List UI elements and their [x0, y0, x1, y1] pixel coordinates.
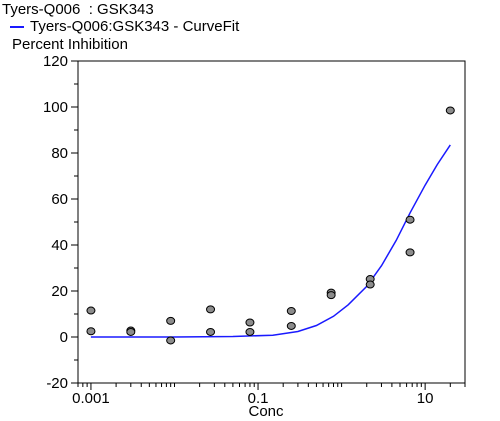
data-point — [245, 318, 255, 327]
data-point — [206, 327, 216, 336]
data-point — [206, 305, 216, 314]
data-point — [286, 321, 296, 330]
data-point — [86, 327, 96, 336]
data-point — [166, 316, 176, 325]
legend: Tyers-Q006:GSK343 - CurveFit — [10, 18, 239, 35]
data-point — [86, 306, 96, 315]
data-point — [405, 215, 415, 224]
data-point — [445, 106, 455, 115]
curve-fit-line — [90, 144, 451, 338]
data-point — [286, 307, 296, 316]
data-point — [365, 280, 375, 289]
y-tick-label: 0 — [60, 329, 68, 346]
y-tick-label: 40 — [51, 237, 68, 254]
chart-title: Tyers-Q006 : GSK343 — [2, 1, 154, 18]
x-tick-label: 10 — [417, 390, 434, 407]
data-point — [245, 327, 255, 336]
y-tick-label: 120 — [43, 53, 68, 70]
x-axis: 0.001 0.1 10 — [72, 383, 466, 407]
data-point — [405, 248, 415, 257]
y-tick-label: 20 — [51, 283, 68, 300]
y-tick-label: 60 — [51, 191, 68, 208]
y-axis-title: Percent Inhibition — [12, 36, 128, 53]
data-point — [166, 336, 176, 345]
x-axis-title: Conc — [248, 403, 284, 420]
data-point — [126, 327, 136, 336]
data-point — [326, 291, 336, 300]
x-tick-label: 0.1 — [248, 390, 269, 407]
legend-label: Tyers-Q006:GSK343 - CurveFit — [30, 18, 240, 35]
x-tick-label: 0.001 — [72, 390, 110, 407]
legend-line-swatch — [10, 25, 24, 28]
y-tick-label: 100 — [43, 99, 68, 116]
y-tick-label: 80 — [51, 145, 68, 162]
y-axis: -20 0 20 40 60 80 100 120 — [43, 53, 78, 392]
y-tick-label: -20 — [46, 375, 68, 392]
data-points — [86, 106, 455, 345]
